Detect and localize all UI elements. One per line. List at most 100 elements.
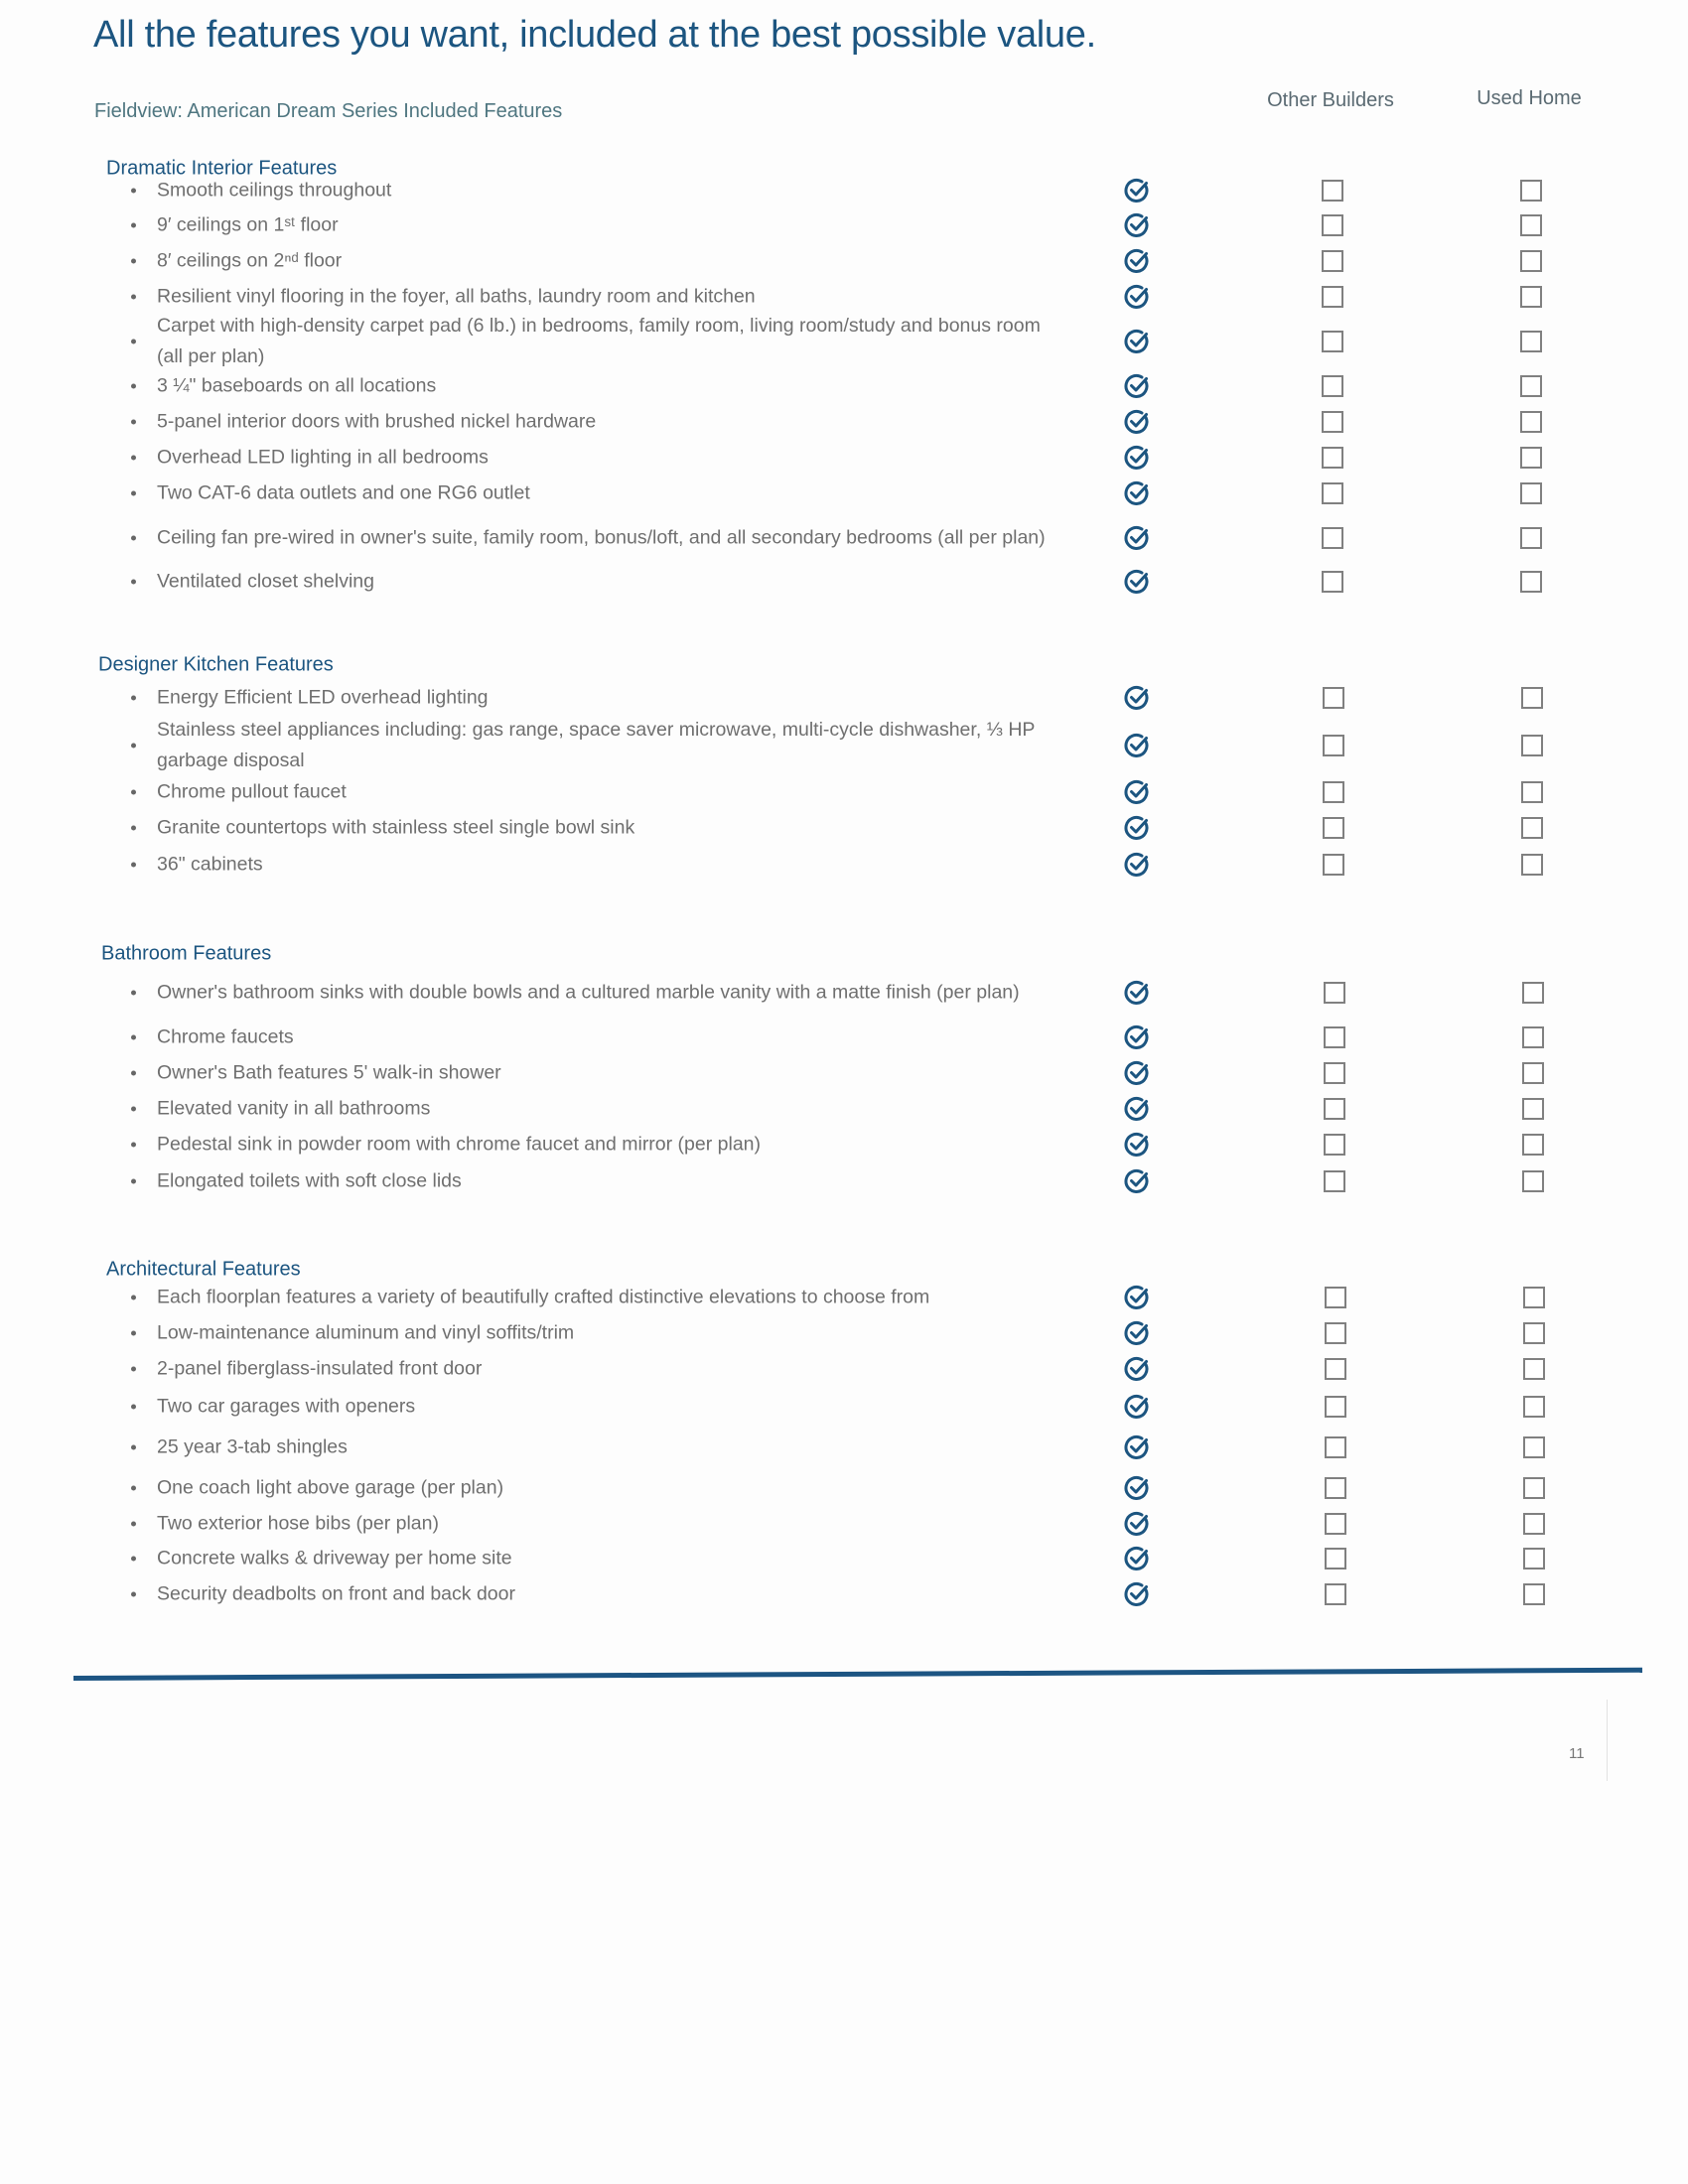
other-builders-checkbox[interactable]	[1322, 331, 1343, 352]
check-circle-icon	[1124, 779, 1150, 805]
other-builders-checkbox[interactable]	[1322, 375, 1343, 397]
other-builders-checkbox[interactable]	[1325, 1322, 1346, 1344]
used-home-checkbox[interactable]	[1520, 331, 1542, 352]
bullet-icon	[131, 188, 136, 194]
used-home-checkbox[interactable]	[1520, 250, 1542, 272]
used-home-checkbox[interactable]	[1522, 1170, 1544, 1192]
check-circle-icon	[1124, 1356, 1150, 1382]
other-builders-checkbox[interactable]	[1322, 571, 1343, 593]
other-builders-checkbox[interactable]	[1324, 1134, 1345, 1156]
used-home-checkbox[interactable]	[1520, 447, 1542, 469]
check-circle-icon	[1124, 1132, 1150, 1158]
feature-text: One coach light above garage (per plan)	[157, 1476, 504, 1499]
bullet-icon	[131, 294, 136, 300]
used-home-checkbox[interactable]	[1522, 1098, 1544, 1120]
other-builders-checkbox[interactable]	[1325, 1548, 1346, 1570]
check-circle-icon	[1124, 852, 1150, 878]
feature-text: 9′ ceilings on 1ˢᵗ floor	[157, 213, 339, 236]
used-home-checkbox[interactable]	[1523, 1477, 1545, 1499]
used-home-checkbox[interactable]	[1521, 817, 1543, 839]
used-home-checkbox[interactable]	[1520, 411, 1542, 433]
used-home-checkbox[interactable]	[1520, 180, 1542, 202]
used-home-checkbox[interactable]	[1523, 1396, 1545, 1418]
other-builders-checkbox[interactable]	[1325, 1436, 1346, 1458]
bullet-icon	[131, 825, 136, 831]
used-home-checkbox[interactable]	[1522, 1062, 1544, 1084]
check-circle-icon	[1124, 1096, 1150, 1122]
other-builders-checkbox[interactable]	[1322, 482, 1343, 504]
other-builders-checkbox[interactable]	[1322, 286, 1343, 308]
bullet-icon	[131, 1295, 136, 1300]
other-builders-checkbox[interactable]	[1322, 180, 1343, 202]
used-home-checkbox[interactable]	[1520, 214, 1542, 236]
bullet-icon	[131, 579, 136, 585]
other-builders-checkbox[interactable]	[1325, 1583, 1346, 1605]
footer-divider	[72, 1667, 1642, 1681]
used-home-checkbox[interactable]	[1520, 527, 1542, 549]
used-home-checkbox[interactable]	[1523, 1583, 1545, 1605]
used-home-checkbox[interactable]	[1523, 1548, 1545, 1570]
column-header-other-builders: Other Builders	[1267, 89, 1394, 111]
used-home-checkbox[interactable]	[1523, 1322, 1545, 1344]
used-home-checkbox[interactable]	[1523, 1436, 1545, 1458]
page-title: All the features you want, included at t…	[93, 14, 1096, 56]
other-builders-checkbox[interactable]	[1324, 1062, 1345, 1084]
feature-text: Low-maintenance aluminum and vinyl soffi…	[157, 1321, 575, 1344]
feature-text: Overhead LED lighting in all bedrooms	[157, 446, 489, 469]
other-builders-checkbox[interactable]	[1322, 447, 1343, 469]
feature-text: Security deadbolts on front and back doo…	[157, 1582, 515, 1605]
other-builders-checkbox[interactable]	[1324, 1098, 1345, 1120]
check-circle-icon	[1124, 815, 1150, 841]
used-home-checkbox[interactable]	[1523, 1513, 1545, 1535]
feature-text: Owner's bathroom sinks with double bowls…	[157, 981, 1020, 1004]
other-builders-checkbox[interactable]	[1324, 1026, 1345, 1048]
feature-text: Granite countertops with stainless steel…	[157, 816, 635, 839]
used-home-checkbox[interactable]	[1521, 781, 1543, 803]
used-home-checkbox[interactable]	[1521, 687, 1543, 709]
other-builders-checkbox[interactable]	[1322, 411, 1343, 433]
used-home-checkbox[interactable]	[1520, 286, 1542, 308]
other-builders-checkbox[interactable]	[1323, 781, 1344, 803]
used-home-checkbox[interactable]	[1522, 982, 1544, 1004]
other-builders-checkbox[interactable]	[1322, 250, 1343, 272]
feature-text: Two CAT-6 data outlets and one RG6 outle…	[157, 481, 530, 504]
used-home-checkbox[interactable]	[1521, 735, 1543, 756]
other-builders-checkbox[interactable]	[1324, 982, 1345, 1004]
check-circle-icon	[1124, 373, 1150, 399]
bullet-icon	[131, 789, 136, 795]
other-builders-checkbox[interactable]	[1322, 214, 1343, 236]
used-home-checkbox[interactable]	[1521, 854, 1543, 876]
other-builders-checkbox[interactable]	[1322, 527, 1343, 549]
used-home-checkbox[interactable]	[1520, 571, 1542, 593]
other-builders-checkbox[interactable]	[1323, 817, 1344, 839]
other-builders-checkbox[interactable]	[1325, 1513, 1346, 1535]
other-builders-checkbox[interactable]	[1324, 1170, 1345, 1192]
bullet-icon	[131, 1521, 136, 1527]
bullet-icon	[131, 455, 136, 461]
feature-text: Ventilated closet shelving	[157, 570, 374, 593]
check-circle-icon	[1124, 248, 1150, 274]
used-home-checkbox[interactable]	[1522, 1134, 1544, 1156]
other-builders-checkbox[interactable]	[1325, 1358, 1346, 1380]
check-circle-icon	[1124, 329, 1150, 354]
bullet-icon	[131, 1556, 136, 1562]
other-builders-checkbox[interactable]	[1323, 735, 1344, 756]
used-home-checkbox[interactable]	[1520, 375, 1542, 397]
feature-text: Pedestal sink in powder room with chrome…	[157, 1133, 762, 1156]
other-builders-checkbox[interactable]	[1325, 1287, 1346, 1308]
section-heading: Dramatic Interior Features	[106, 157, 338, 180]
bullet-icon	[131, 419, 136, 425]
bullet-icon	[131, 1178, 136, 1184]
feature-text: Smooth ceilings throughout	[157, 179, 392, 202]
used-home-checkbox[interactable]	[1523, 1287, 1545, 1308]
feature-text: 8′ ceilings on 2ⁿᵈ floor	[157, 249, 343, 272]
bullet-icon	[131, 1034, 136, 1040]
other-builders-checkbox[interactable]	[1323, 854, 1344, 876]
other-builders-checkbox[interactable]	[1323, 687, 1344, 709]
other-builders-checkbox[interactable]	[1325, 1477, 1346, 1499]
used-home-checkbox[interactable]	[1522, 1026, 1544, 1048]
feature-text: Elevated vanity in all bathrooms	[157, 1097, 431, 1120]
other-builders-checkbox[interactable]	[1325, 1396, 1346, 1418]
used-home-checkbox[interactable]	[1520, 482, 1542, 504]
used-home-checkbox[interactable]	[1523, 1358, 1545, 1380]
